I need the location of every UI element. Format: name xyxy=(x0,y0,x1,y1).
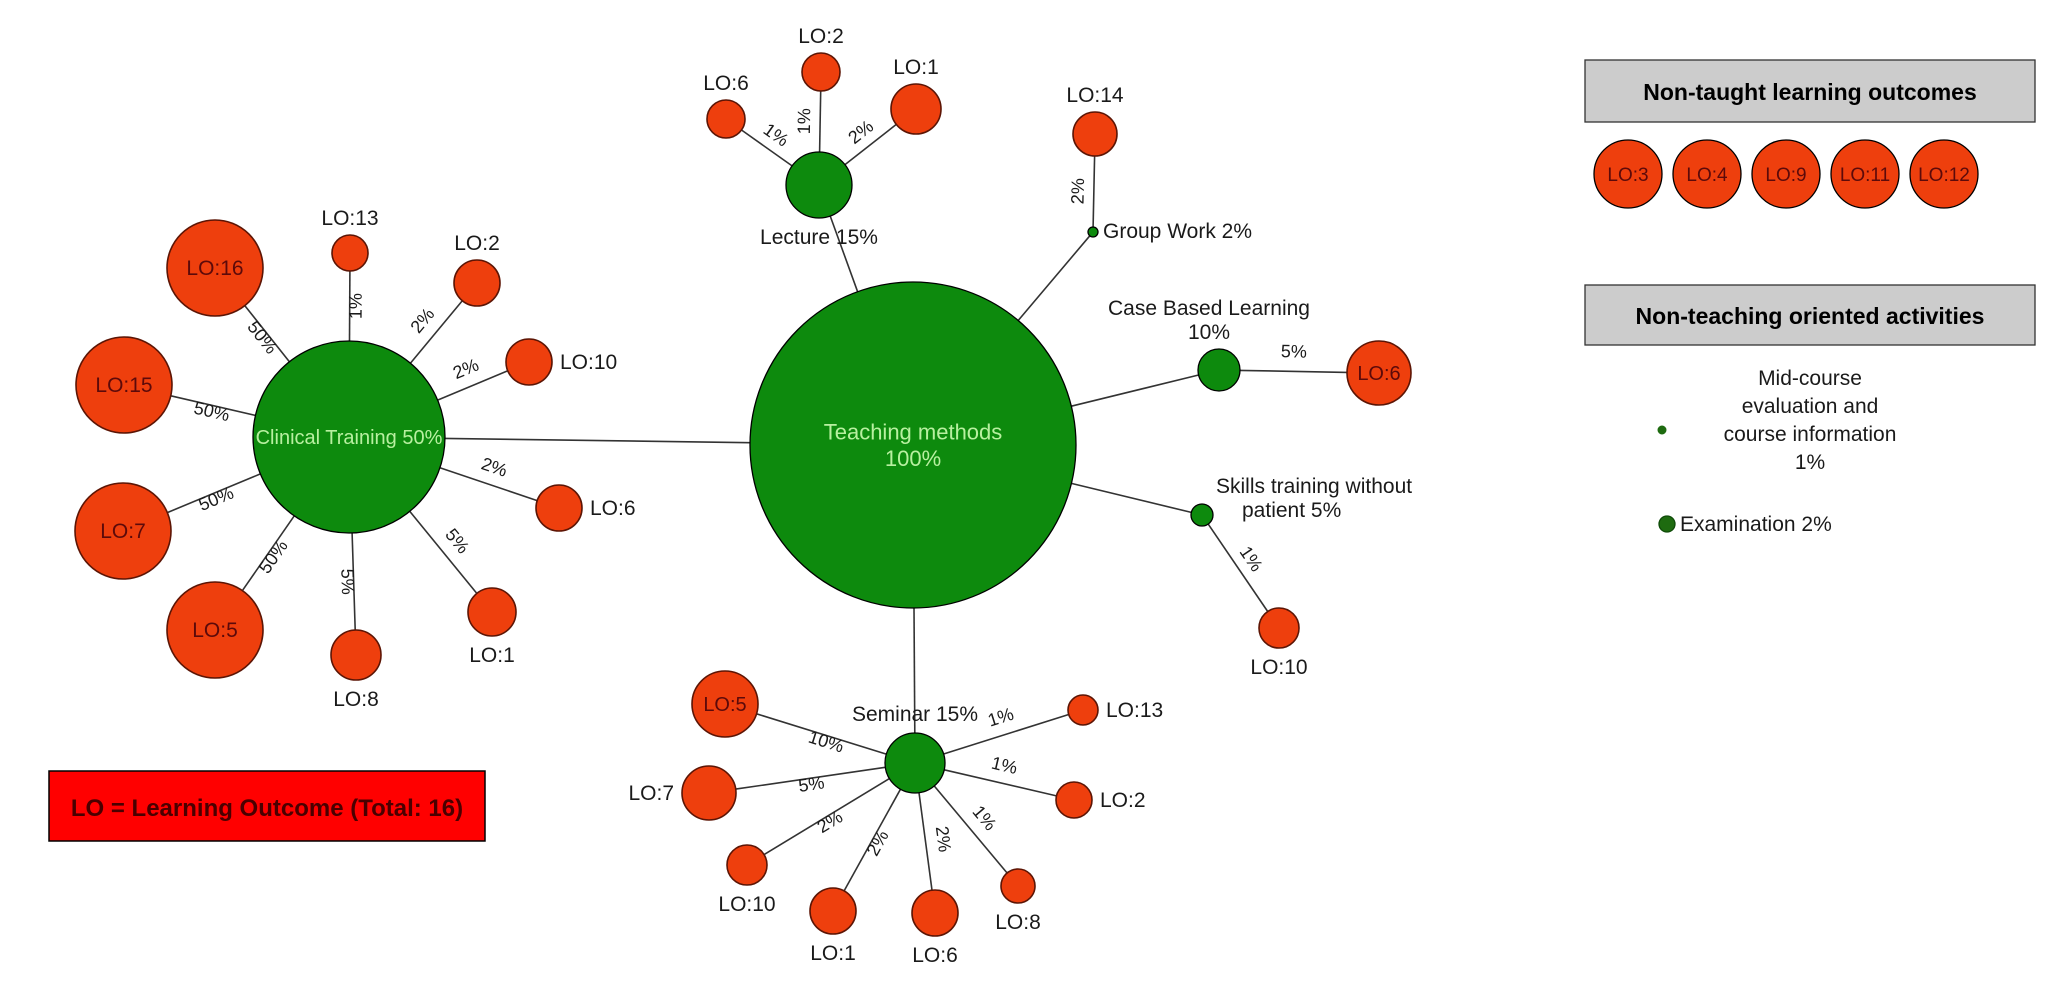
svg-text:LO:1: LO:1 xyxy=(893,56,939,79)
svg-text:LO:6: LO:6 xyxy=(1357,363,1400,385)
svg-text:LO:12: LO:12 xyxy=(1918,165,1970,186)
svg-text:LO:2: LO:2 xyxy=(1100,789,1146,812)
svg-text:LO:11: LO:11 xyxy=(1840,165,1890,186)
svg-text:LO:14: LO:14 xyxy=(1066,84,1124,107)
svg-text:LO:16: LO:16 xyxy=(186,257,243,280)
svg-text:2%: 2% xyxy=(932,825,955,853)
svg-text:patient 5%: patient 5% xyxy=(1242,499,1341,522)
svg-text:10%: 10% xyxy=(1188,321,1230,344)
svg-text:LO:6: LO:6 xyxy=(590,497,636,520)
svg-text:LO:9: LO:9 xyxy=(1765,165,1806,186)
svg-text:LO:4: LO:4 xyxy=(1686,165,1728,186)
svg-text:LO:1: LO:1 xyxy=(469,644,515,667)
svg-text:Non-taught learning outcomes: Non-taught learning outcomes xyxy=(1643,79,1977,105)
svg-text:LO:6: LO:6 xyxy=(912,944,958,967)
svg-text:Group Work 2%: Group Work 2% xyxy=(1103,220,1252,243)
svg-text:LO:10: LO:10 xyxy=(718,893,775,916)
svg-text:Clinical Training 50%: Clinical Training 50% xyxy=(256,427,443,449)
svg-text:Skills training without: Skills training without xyxy=(1216,475,1412,498)
svg-text:100%: 100% xyxy=(885,446,941,471)
svg-text:LO:2: LO:2 xyxy=(798,25,844,48)
svg-text:LO:7: LO:7 xyxy=(628,782,674,805)
svg-text:Non-teaching oriented activiti: Non-teaching oriented activities xyxy=(1636,303,1985,329)
svg-text:LO:6: LO:6 xyxy=(703,72,749,95)
svg-text:LO:5: LO:5 xyxy=(703,694,746,716)
svg-text:5%: 5% xyxy=(1281,341,1307,361)
svg-text:LO:15: LO:15 xyxy=(95,374,152,397)
svg-text:5%: 5% xyxy=(337,568,358,595)
svg-text:LO:13: LO:13 xyxy=(1106,699,1163,722)
svg-text:LO:2: LO:2 xyxy=(454,232,500,255)
svg-text:5%: 5% xyxy=(797,772,826,796)
svg-text:evaluation and: evaluation and xyxy=(1742,395,1879,418)
svg-text:LO = Learning Outcome (Total:: LO = Learning Outcome (Total: 16) xyxy=(71,795,463,822)
svg-text:2%: 2% xyxy=(1068,178,1089,204)
svg-text:1%: 1% xyxy=(1795,451,1825,474)
svg-text:LO:13: LO:13 xyxy=(321,207,378,230)
svg-text:Teaching methods: Teaching methods xyxy=(824,420,1003,445)
svg-text:LO:1: LO:1 xyxy=(810,942,856,965)
svg-text:Mid-course: Mid-course xyxy=(1758,367,1862,390)
svg-text:1%: 1% xyxy=(794,108,814,134)
svg-text:Lecture 15%: Lecture 15% xyxy=(760,226,878,249)
svg-text:LO:10: LO:10 xyxy=(560,351,617,374)
svg-text:Seminar 15%: Seminar 15% xyxy=(852,703,978,726)
svg-text:LO:8: LO:8 xyxy=(995,911,1041,934)
svg-text:Case Based Learning: Case Based Learning xyxy=(1108,297,1310,320)
svg-text:LO:7: LO:7 xyxy=(100,520,146,543)
svg-text:LO:5: LO:5 xyxy=(192,619,238,642)
svg-text:1%: 1% xyxy=(346,293,366,319)
svg-text:LO:10: LO:10 xyxy=(1250,656,1307,679)
svg-text:LO:8: LO:8 xyxy=(333,688,379,711)
svg-text:LO:3: LO:3 xyxy=(1607,165,1648,186)
svg-text:Examination 2%: Examination 2% xyxy=(1680,513,1832,536)
svg-text:course information: course information xyxy=(1724,423,1897,446)
